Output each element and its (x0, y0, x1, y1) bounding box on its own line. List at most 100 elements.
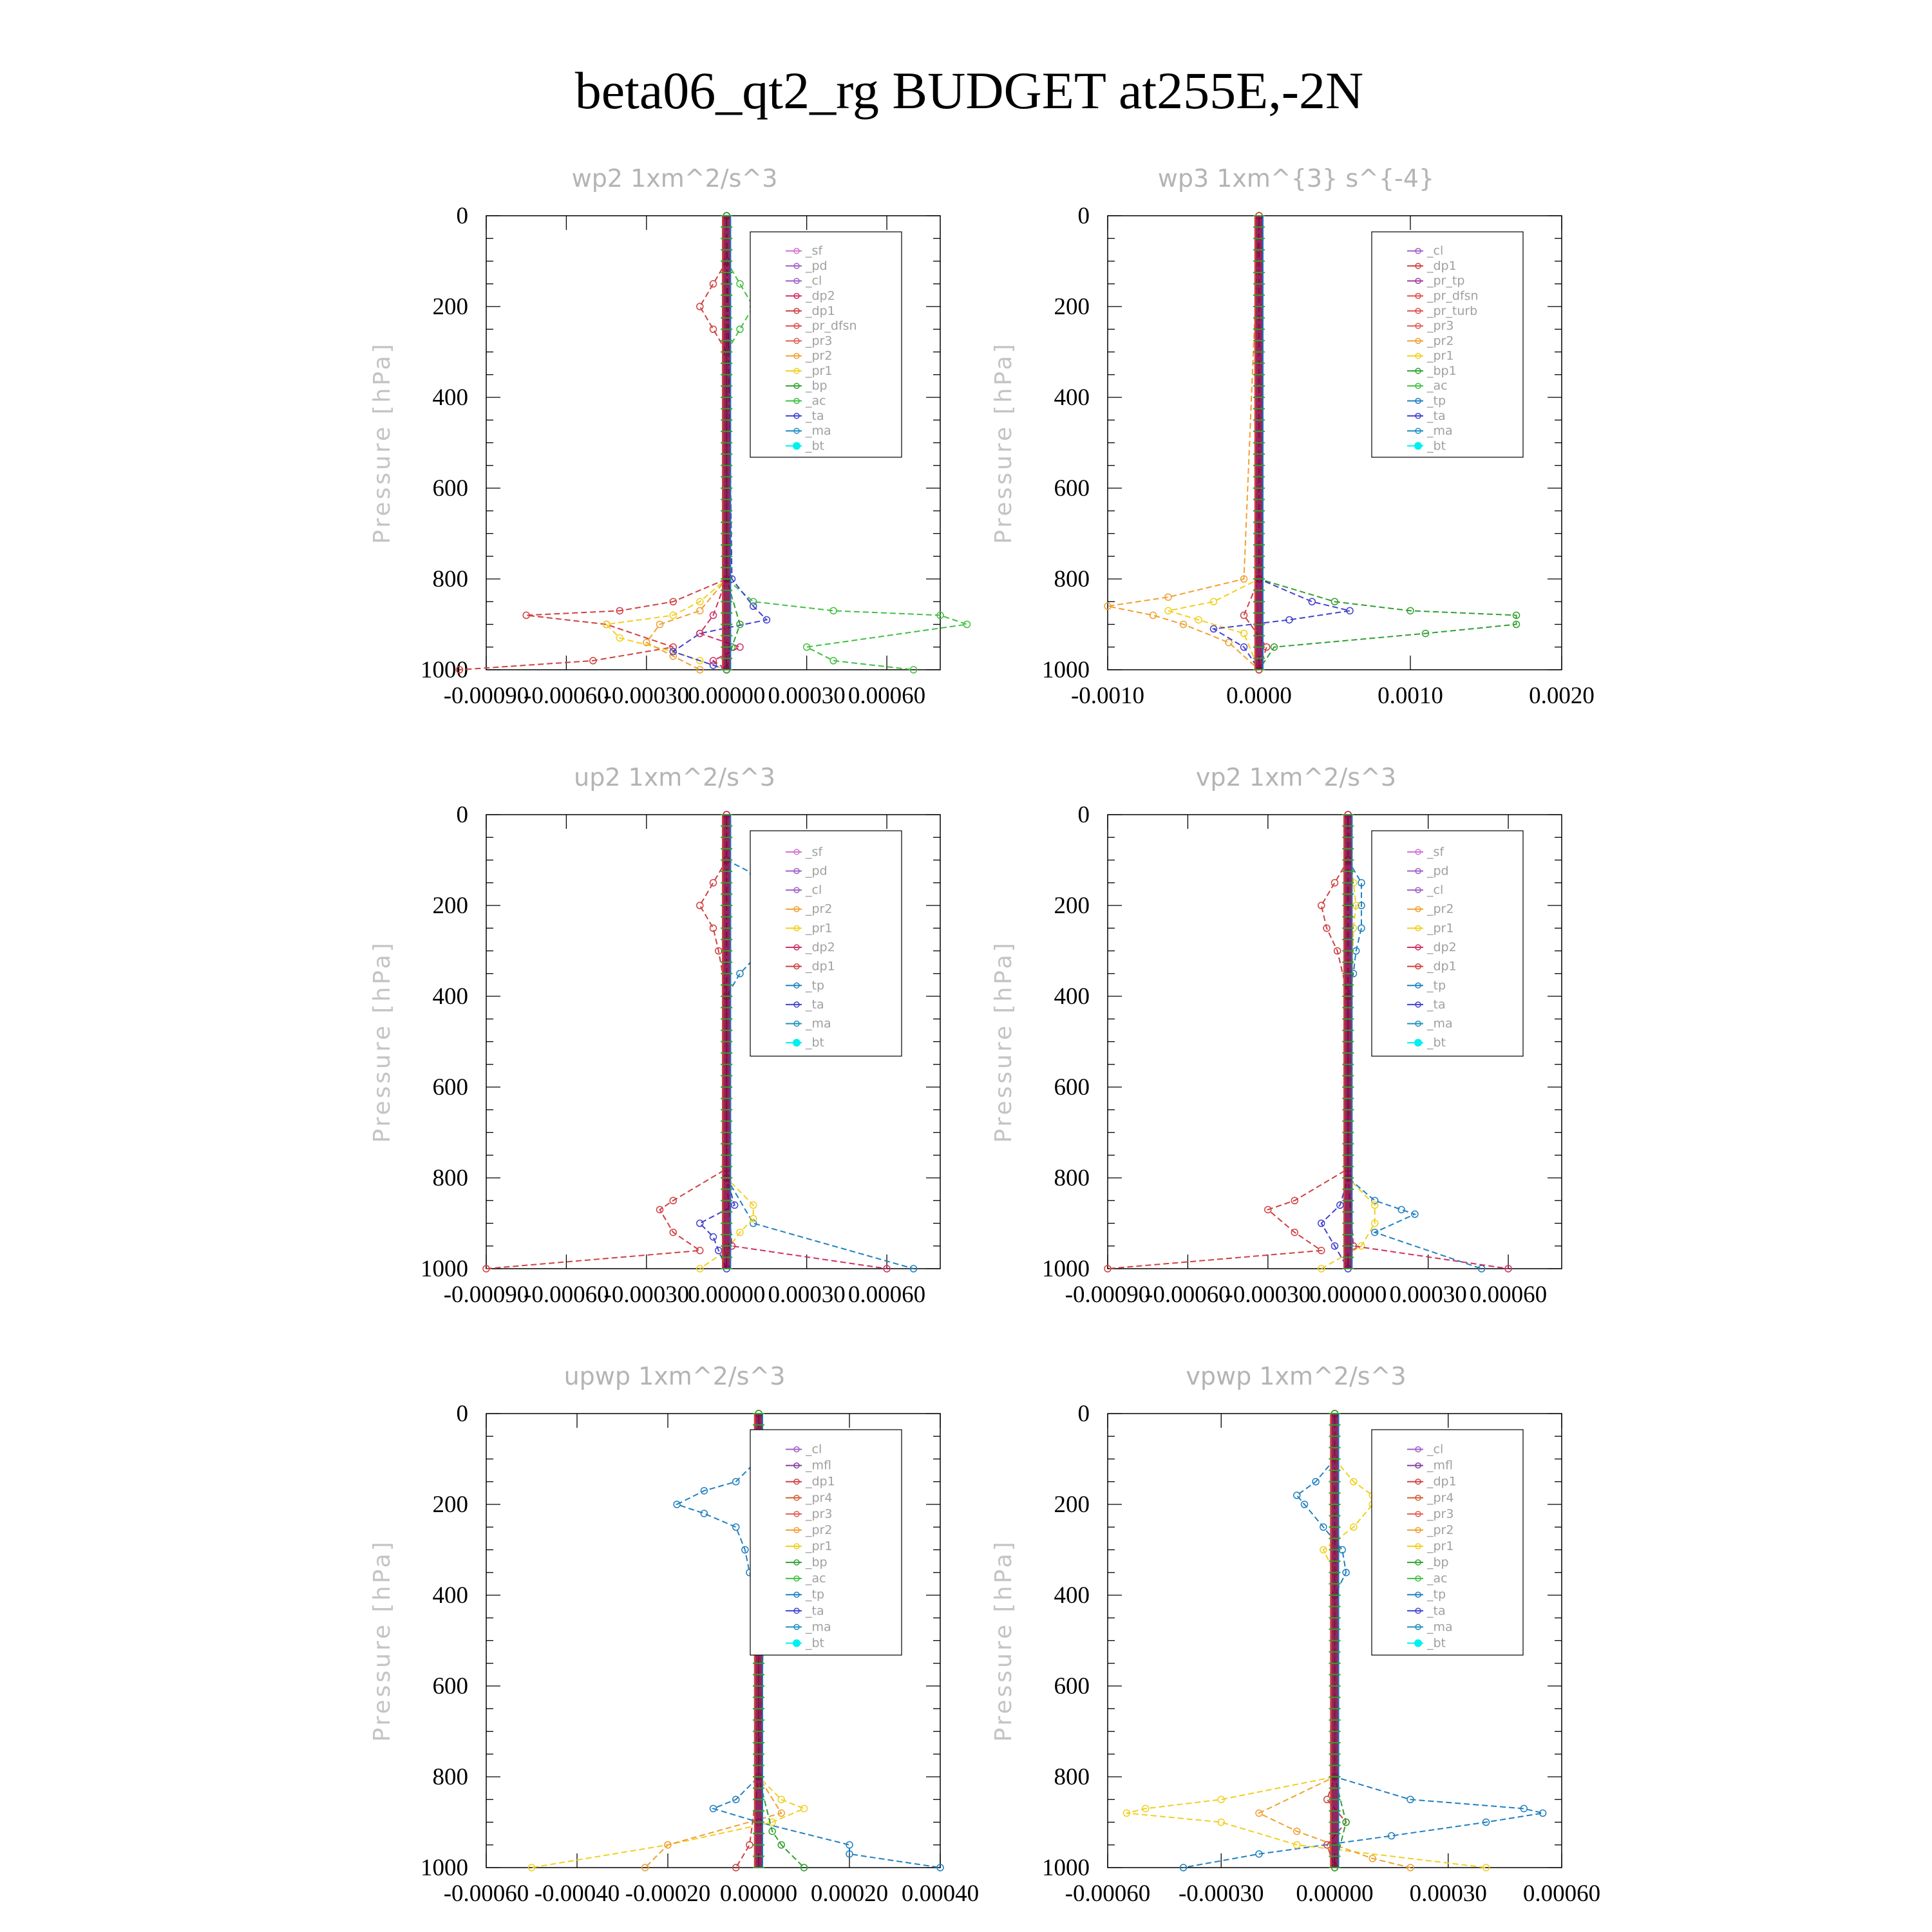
series-point-ta (669, 648, 677, 656)
legend-marker (793, 368, 800, 374)
y-tick-label: 600 (1054, 475, 1090, 502)
series-point-dp1 (656, 1206, 664, 1214)
legend-label: _pr2 (1426, 334, 1454, 348)
legend-marker (1414, 442, 1422, 450)
series-point-tp (1520, 1804, 1528, 1813)
legend-marker (1415, 1624, 1421, 1631)
y-tick-label: 400 (1054, 384, 1090, 411)
legend-box (750, 1429, 902, 1656)
legend-marker (1415, 1462, 1421, 1469)
series-point-dp1 (669, 643, 677, 651)
legend-marker (1415, 1446, 1421, 1453)
series-point-tp (732, 1478, 740, 1486)
y-tick-label: 1000 (1042, 657, 1090, 683)
legend-label: _ma (1426, 1620, 1453, 1634)
legend-label: _mfl (805, 1459, 831, 1473)
y-tick-label: 800 (1054, 566, 1090, 592)
series-point-ta (1318, 1219, 1325, 1227)
series-point-dp1 (1291, 1228, 1299, 1236)
series-point-pr1 (669, 611, 677, 620)
panel-title: vpwp 1xm^2/s^3 (1186, 1362, 1406, 1390)
y-tick-label: 600 (1054, 1673, 1090, 1700)
series-line-ac (726, 216, 967, 670)
series-point-pr1 (1370, 1201, 1379, 1209)
series-point-tp (1320, 1523, 1327, 1531)
series-point-ta (1240, 643, 1248, 651)
series-point-tp (1411, 1210, 1419, 1218)
series-point-ta (730, 1201, 739, 1209)
legend-marker (1414, 1039, 1422, 1047)
series-point-ta (709, 1233, 717, 1241)
series-line-pr1 (605, 216, 728, 670)
legend-label: _ma (805, 424, 831, 438)
legend-box (1371, 231, 1524, 458)
legend-label: _dp1 (805, 960, 835, 974)
legend-label: _bp1 (1426, 364, 1457, 378)
series-point-tp (846, 1850, 853, 1858)
legend-marker (793, 1543, 800, 1549)
x-tick-label: -0.00060 (524, 683, 609, 709)
x-tick-label: 0.00000 (688, 1282, 765, 1308)
legend-label: _pr3 (1426, 319, 1454, 333)
legend-label: _pr1 (1426, 1539, 1454, 1553)
legend-label: _pr1 (805, 364, 832, 378)
series-point-pr1 (736, 1228, 744, 1236)
y-tick-label: 600 (433, 1673, 469, 1700)
legend-marker (1415, 263, 1421, 269)
legend-marker (793, 1446, 800, 1453)
series-point-pr2 (1164, 593, 1172, 601)
y-tick-label: 0 (457, 802, 469, 828)
legend-marker (793, 1639, 800, 1647)
series-point-dp1 (522, 611, 530, 620)
legend-marker (1415, 944, 1421, 951)
x-tick-label: 0.00030 (768, 683, 846, 709)
legend-label: _ta (805, 998, 824, 1012)
legend-label: _tp (805, 978, 824, 992)
panel-title: wp2 1xm^2/s^3 (572, 164, 778, 193)
legend-marker (793, 905, 800, 913)
y-axis-label: Pressure [hPa] (369, 940, 395, 1142)
legend-marker (1415, 323, 1421, 329)
series-point-pr1 (1370, 1219, 1379, 1227)
series-point-tp (736, 970, 744, 978)
series-point-pr1 (800, 1804, 808, 1813)
y-axis-label: Pressure [hPa] (369, 341, 395, 544)
series-point-pr2 (641, 1864, 649, 1871)
legend-marker (1415, 397, 1421, 404)
legend-label: _bp (805, 379, 828, 393)
legend-label: _dp1 (805, 304, 835, 318)
series-point-pr1 (749, 1201, 757, 1209)
series-point-pr1 (616, 634, 624, 642)
legend-marker (1415, 887, 1421, 893)
series-point-pr2 (1406, 1864, 1414, 1871)
legend-label: _ta (1426, 998, 1446, 1012)
series-point-ta (715, 1247, 723, 1255)
series-point-pr2 (1225, 638, 1233, 647)
y-tick-label: 800 (1054, 1764, 1090, 1790)
legend-label: _pr3 (805, 334, 832, 348)
series-point-dp1 (746, 1841, 753, 1849)
legend-label: _mfl (1426, 1459, 1453, 1473)
series-point-bp (777, 1841, 785, 1849)
series-point-dp1 (1291, 1197, 1299, 1204)
legend-marker (793, 442, 800, 450)
series-point-tp (1482, 1818, 1490, 1826)
series-point-dp1 (669, 1228, 677, 1236)
legend-label: _ac (805, 394, 826, 408)
legend-label: _pr4 (805, 1491, 832, 1505)
series-point-tp (1179, 1864, 1188, 1871)
legend-label: _ma (1426, 1017, 1453, 1031)
legend-label: _tp (1426, 394, 1446, 408)
series-point-ta (1308, 598, 1316, 605)
series-line-dp1 (486, 815, 728, 1269)
legend-label: _dp2 (805, 940, 835, 954)
legend-marker (1415, 352, 1421, 359)
y-tick-label: 800 (433, 1165, 469, 1191)
series-line-dp1 (459, 216, 728, 670)
legend-label: _dp1 (1426, 1475, 1457, 1489)
y-tick-label: 800 (1054, 1165, 1090, 1191)
legend-label: _dp2 (1426, 940, 1457, 954)
legend-marker (793, 308, 800, 314)
legend-label: _pr_turb (1426, 304, 1477, 318)
